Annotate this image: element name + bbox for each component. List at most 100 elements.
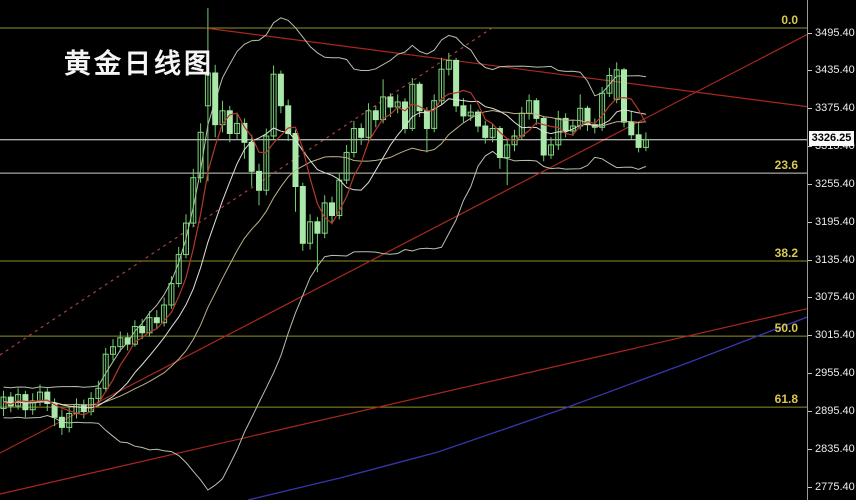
candle[interactable] — [569, 119, 576, 136]
candle[interactable] — [438, 57, 445, 105]
candle[interactable] — [460, 98, 467, 123]
candle[interactable] — [175, 247, 182, 288]
candle[interactable] — [504, 139, 511, 186]
candle[interactable] — [402, 98, 408, 134]
candle[interactable] — [599, 86, 606, 131]
candle[interactable] — [124, 332, 131, 351]
y-axis[interactable]: 3495.40 3435.40 3375.40 3315.40 3255.40 3195.… — [807, 0, 856, 500]
candle[interactable] — [555, 110, 562, 150]
fib-label-23.6: 23.6 — [774, 158, 798, 173]
chart-title: 黄金日线图 — [64, 49, 214, 80]
candle-body-up — [131, 326, 138, 345]
candle-body-up — [365, 110, 372, 138]
candle[interactable] — [343, 144, 350, 184]
ma-mid-line — [3, 98, 646, 409]
chart-canvas[interactable] — [0, 0, 807, 500]
candle[interactable] — [307, 214, 314, 250]
candle[interactable] — [365, 103, 372, 142]
candle[interactable] — [496, 126, 503, 169]
y-axis-label: 3195.40 — [815, 215, 855, 228]
candle[interactable] — [58, 409, 65, 435]
candle-body-down — [533, 100, 540, 119]
candle[interactable] — [256, 163, 262, 206]
candle[interactable] — [168, 276, 175, 309]
candle-body-down — [51, 402, 58, 418]
candle[interactable] — [372, 105, 379, 128]
trendline-ascending-shallow[interactable] — [0, 308, 807, 495]
trendline-dotted-rising[interactable] — [0, 25, 496, 356]
candle[interactable] — [613, 62, 620, 104]
candle[interactable] — [263, 128, 270, 196]
candle[interactable] — [110, 339, 116, 361]
candle[interactable] — [299, 182, 306, 251]
candle-body-up — [66, 413, 73, 428]
candle[interactable] — [350, 120, 357, 158]
candle[interactable] — [533, 98, 540, 125]
candle[interactable] — [482, 120, 489, 144]
candle-body-up — [606, 75, 613, 94]
candle[interactable] — [394, 94, 401, 114]
y-axis-tick — [808, 108, 812, 110]
candle[interactable] — [15, 388, 22, 410]
candle[interactable] — [642, 132, 649, 152]
candle[interactable] — [584, 105, 591, 131]
candle[interactable] — [248, 134, 255, 187]
candle[interactable] — [285, 99, 292, 142]
trendline-descending[interactable] — [204, 27, 807, 108]
candle-body-up — [146, 317, 153, 334]
candle[interactable] — [540, 115, 547, 162]
trendline-ascending-steep[interactable] — [0, 33, 807, 454]
candle[interactable] — [431, 94, 438, 133]
candle[interactable] — [635, 122, 642, 153]
candle-body-up — [168, 283, 175, 306]
candle[interactable] — [117, 331, 124, 352]
candle-body-down — [460, 105, 467, 117]
candle[interactable] — [73, 398, 80, 419]
candle[interactable] — [197, 123, 204, 183]
candle-body-down — [153, 317, 160, 324]
candle[interactable] — [190, 168, 197, 227]
candle[interactable] — [80, 399, 87, 419]
candle[interactable] — [226, 105, 233, 143]
candle[interactable] — [358, 123, 365, 145]
candle[interactable] — [489, 123, 496, 143]
candle[interactable] — [314, 216, 321, 273]
candle-body-up — [343, 151, 350, 181]
candle[interactable] — [606, 67, 613, 97]
candle[interactable] — [628, 110, 635, 140]
candle[interactable] — [153, 310, 160, 329]
candle-body-down — [58, 416, 65, 428]
candle[interactable] — [270, 65, 277, 140]
candle[interactable] — [277, 70, 284, 114]
y-axis-tick — [808, 183, 812, 185]
candle[interactable] — [387, 93, 394, 118]
candle[interactable] — [234, 113, 241, 140]
candle[interactable] — [380, 79, 387, 124]
candle[interactable] — [526, 94, 533, 120]
candle-body-down — [256, 170, 262, 191]
candle[interactable] — [453, 57, 460, 113]
candle[interactable] — [95, 380, 102, 404]
longterm-blue-line[interactable] — [247, 316, 807, 500]
y-axis-tick — [808, 335, 812, 337]
candle[interactable] — [548, 137, 554, 159]
candle[interactable] — [241, 118, 248, 159]
candle[interactable] — [22, 390, 29, 418]
candle[interactable] — [204, 8, 211, 182]
candle[interactable] — [212, 64, 219, 138]
y-axis-tick — [808, 146, 812, 147]
candle[interactable] — [445, 52, 452, 76]
candle[interactable] — [329, 196, 335, 225]
candle[interactable] — [29, 393, 36, 415]
candle[interactable] — [102, 347, 109, 393]
candle[interactable] — [139, 318, 146, 340]
candle[interactable] — [66, 407, 73, 433]
candle[interactable] — [423, 107, 430, 153]
candle-body-down — [80, 404, 87, 413]
candle[interactable] — [416, 81, 423, 118]
candle[interactable] — [183, 214, 189, 259]
candle-body-up — [504, 144, 511, 158]
candle[interactable] — [0, 390, 7, 416]
y-axis-label: 2895.40 — [815, 404, 855, 417]
candle-body-up — [489, 128, 496, 138]
